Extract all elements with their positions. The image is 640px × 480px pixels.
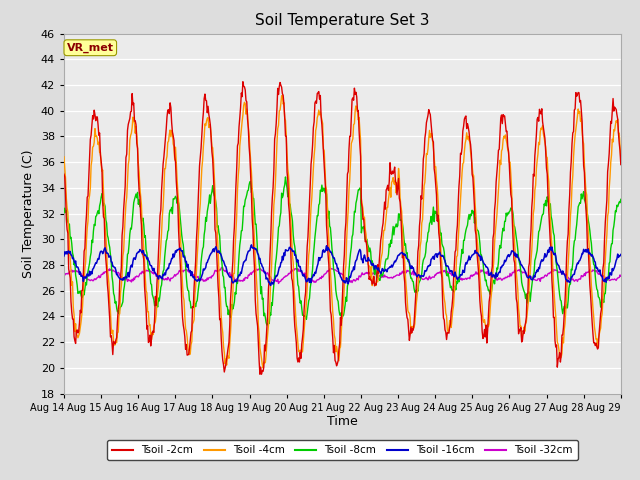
Y-axis label: Soil Temperature (C): Soil Temperature (C) <box>22 149 35 278</box>
Legend: Tsoil -2cm, Tsoil -4cm, Tsoil -8cm, Tsoil -16cm, Tsoil -32cm: Tsoil -2cm, Tsoil -4cm, Tsoil -8cm, Tsoi… <box>107 440 578 460</box>
Title: Soil Temperature Set 3: Soil Temperature Set 3 <box>255 13 429 28</box>
X-axis label: Time: Time <box>327 415 358 429</box>
Text: VR_met: VR_met <box>67 43 114 53</box>
